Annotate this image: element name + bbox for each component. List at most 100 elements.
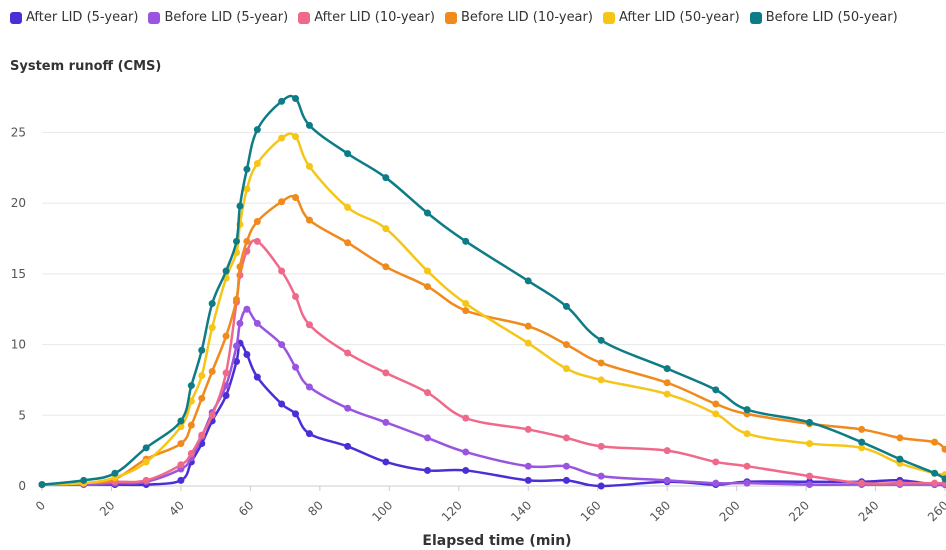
data-point — [208, 411, 216, 419]
data-point — [253, 218, 261, 226]
data-point — [253, 373, 261, 381]
data-point — [712, 410, 720, 418]
data-point — [858, 444, 866, 452]
data-point — [743, 430, 751, 438]
data-point — [858, 479, 866, 487]
y-tick-label: 20 — [11, 196, 26, 210]
data-point — [344, 203, 352, 211]
data-point — [305, 162, 313, 170]
data-point — [187, 382, 195, 390]
data-point — [292, 363, 300, 371]
data-point — [292, 133, 300, 141]
x-tick-label: 0 — [33, 498, 48, 513]
data-point — [187, 421, 195, 429]
data-point — [382, 369, 390, 377]
legend-swatch — [749, 11, 762, 24]
data-point — [305, 321, 313, 329]
legend-label: After LID (5-year) — [26, 10, 139, 25]
data-point — [232, 295, 240, 303]
legend-item[interactable]: Before LID (10-year) — [444, 10, 593, 25]
data-point — [142, 476, 150, 484]
data-point — [243, 185, 251, 193]
data-point — [198, 431, 206, 439]
data-point — [344, 349, 352, 357]
data-point — [524, 339, 532, 347]
data-point — [222, 332, 230, 340]
data-point — [278, 134, 286, 142]
data-point — [382, 418, 390, 426]
data-point — [941, 475, 946, 483]
legend: After LID (5-year) Before LID (5-year) Aft… — [10, 10, 898, 25]
x-tick-label: 60 — [236, 498, 257, 519]
data-point — [344, 404, 352, 412]
x-tick-label: 80 — [305, 498, 326, 519]
legend-label: Before LID (5-year) — [164, 10, 289, 25]
data-point — [806, 472, 814, 480]
x-tick-label: 40 — [166, 498, 187, 519]
data-point — [232, 237, 240, 245]
legend-swatch — [602, 11, 615, 24]
legend-item[interactable]: After LID (50-year) — [602, 10, 740, 25]
data-point — [222, 369, 230, 377]
data-point — [806, 418, 814, 426]
data-point — [253, 237, 261, 245]
data-point — [142, 444, 150, 452]
legend-item[interactable]: After LID (10-year) — [298, 10, 435, 25]
data-point — [858, 438, 866, 446]
data-point — [344, 239, 352, 247]
data-point — [743, 479, 751, 487]
data-point — [424, 283, 432, 291]
data-point — [38, 481, 46, 489]
data-point — [597, 442, 605, 450]
data-point — [462, 414, 470, 422]
legend-label: After LID (10-year) — [314, 10, 435, 25]
data-point — [896, 455, 904, 463]
data-point — [305, 121, 313, 129]
data-point — [382, 263, 390, 271]
legend-swatch — [298, 11, 311, 24]
series-line — [41, 132, 946, 486]
data-point — [931, 438, 939, 446]
data-point — [806, 440, 814, 448]
data-point — [253, 126, 261, 134]
data-point — [462, 448, 470, 456]
data-point — [382, 225, 390, 233]
data-point — [462, 300, 470, 308]
data-point — [931, 479, 939, 487]
legend-label: Before LID (50-year) — [765, 10, 898, 25]
data-point — [278, 267, 286, 275]
data-point — [177, 440, 185, 448]
series-line — [41, 239, 945, 486]
data-point — [562, 434, 570, 442]
data-point — [524, 425, 532, 433]
data-point — [232, 358, 240, 366]
data-point — [80, 476, 88, 484]
data-point — [292, 94, 300, 102]
data-point — [562, 462, 570, 470]
data-point — [941, 445, 946, 453]
data-point — [222, 267, 230, 275]
legend-item[interactable]: Before LID (5-year) — [148, 10, 288, 25]
data-point — [931, 469, 939, 477]
data-point — [424, 267, 432, 275]
data-point — [292, 193, 300, 201]
x-tick-label: 180 — [647, 498, 673, 524]
legend-item[interactable]: After LID (5-year) — [10, 10, 138, 25]
data-point — [424, 466, 432, 474]
y-tick-label: 25 — [11, 125, 26, 139]
data-point — [562, 476, 570, 484]
legend-swatch — [10, 11, 22, 24]
data-point — [597, 472, 605, 480]
data-point — [236, 202, 244, 210]
x-tick-label: 260 — [925, 498, 946, 524]
y-axis-title: System runoff (CMS) — [10, 59, 161, 74]
data-point — [243, 237, 251, 245]
data-point — [663, 476, 671, 484]
data-point — [597, 359, 605, 367]
legend-item[interactable]: Before LID (50-year) — [749, 10, 898, 25]
data-point — [208, 300, 216, 308]
data-point — [743, 406, 751, 414]
data-point — [208, 324, 216, 332]
x-tick-label: 160 — [578, 498, 604, 524]
